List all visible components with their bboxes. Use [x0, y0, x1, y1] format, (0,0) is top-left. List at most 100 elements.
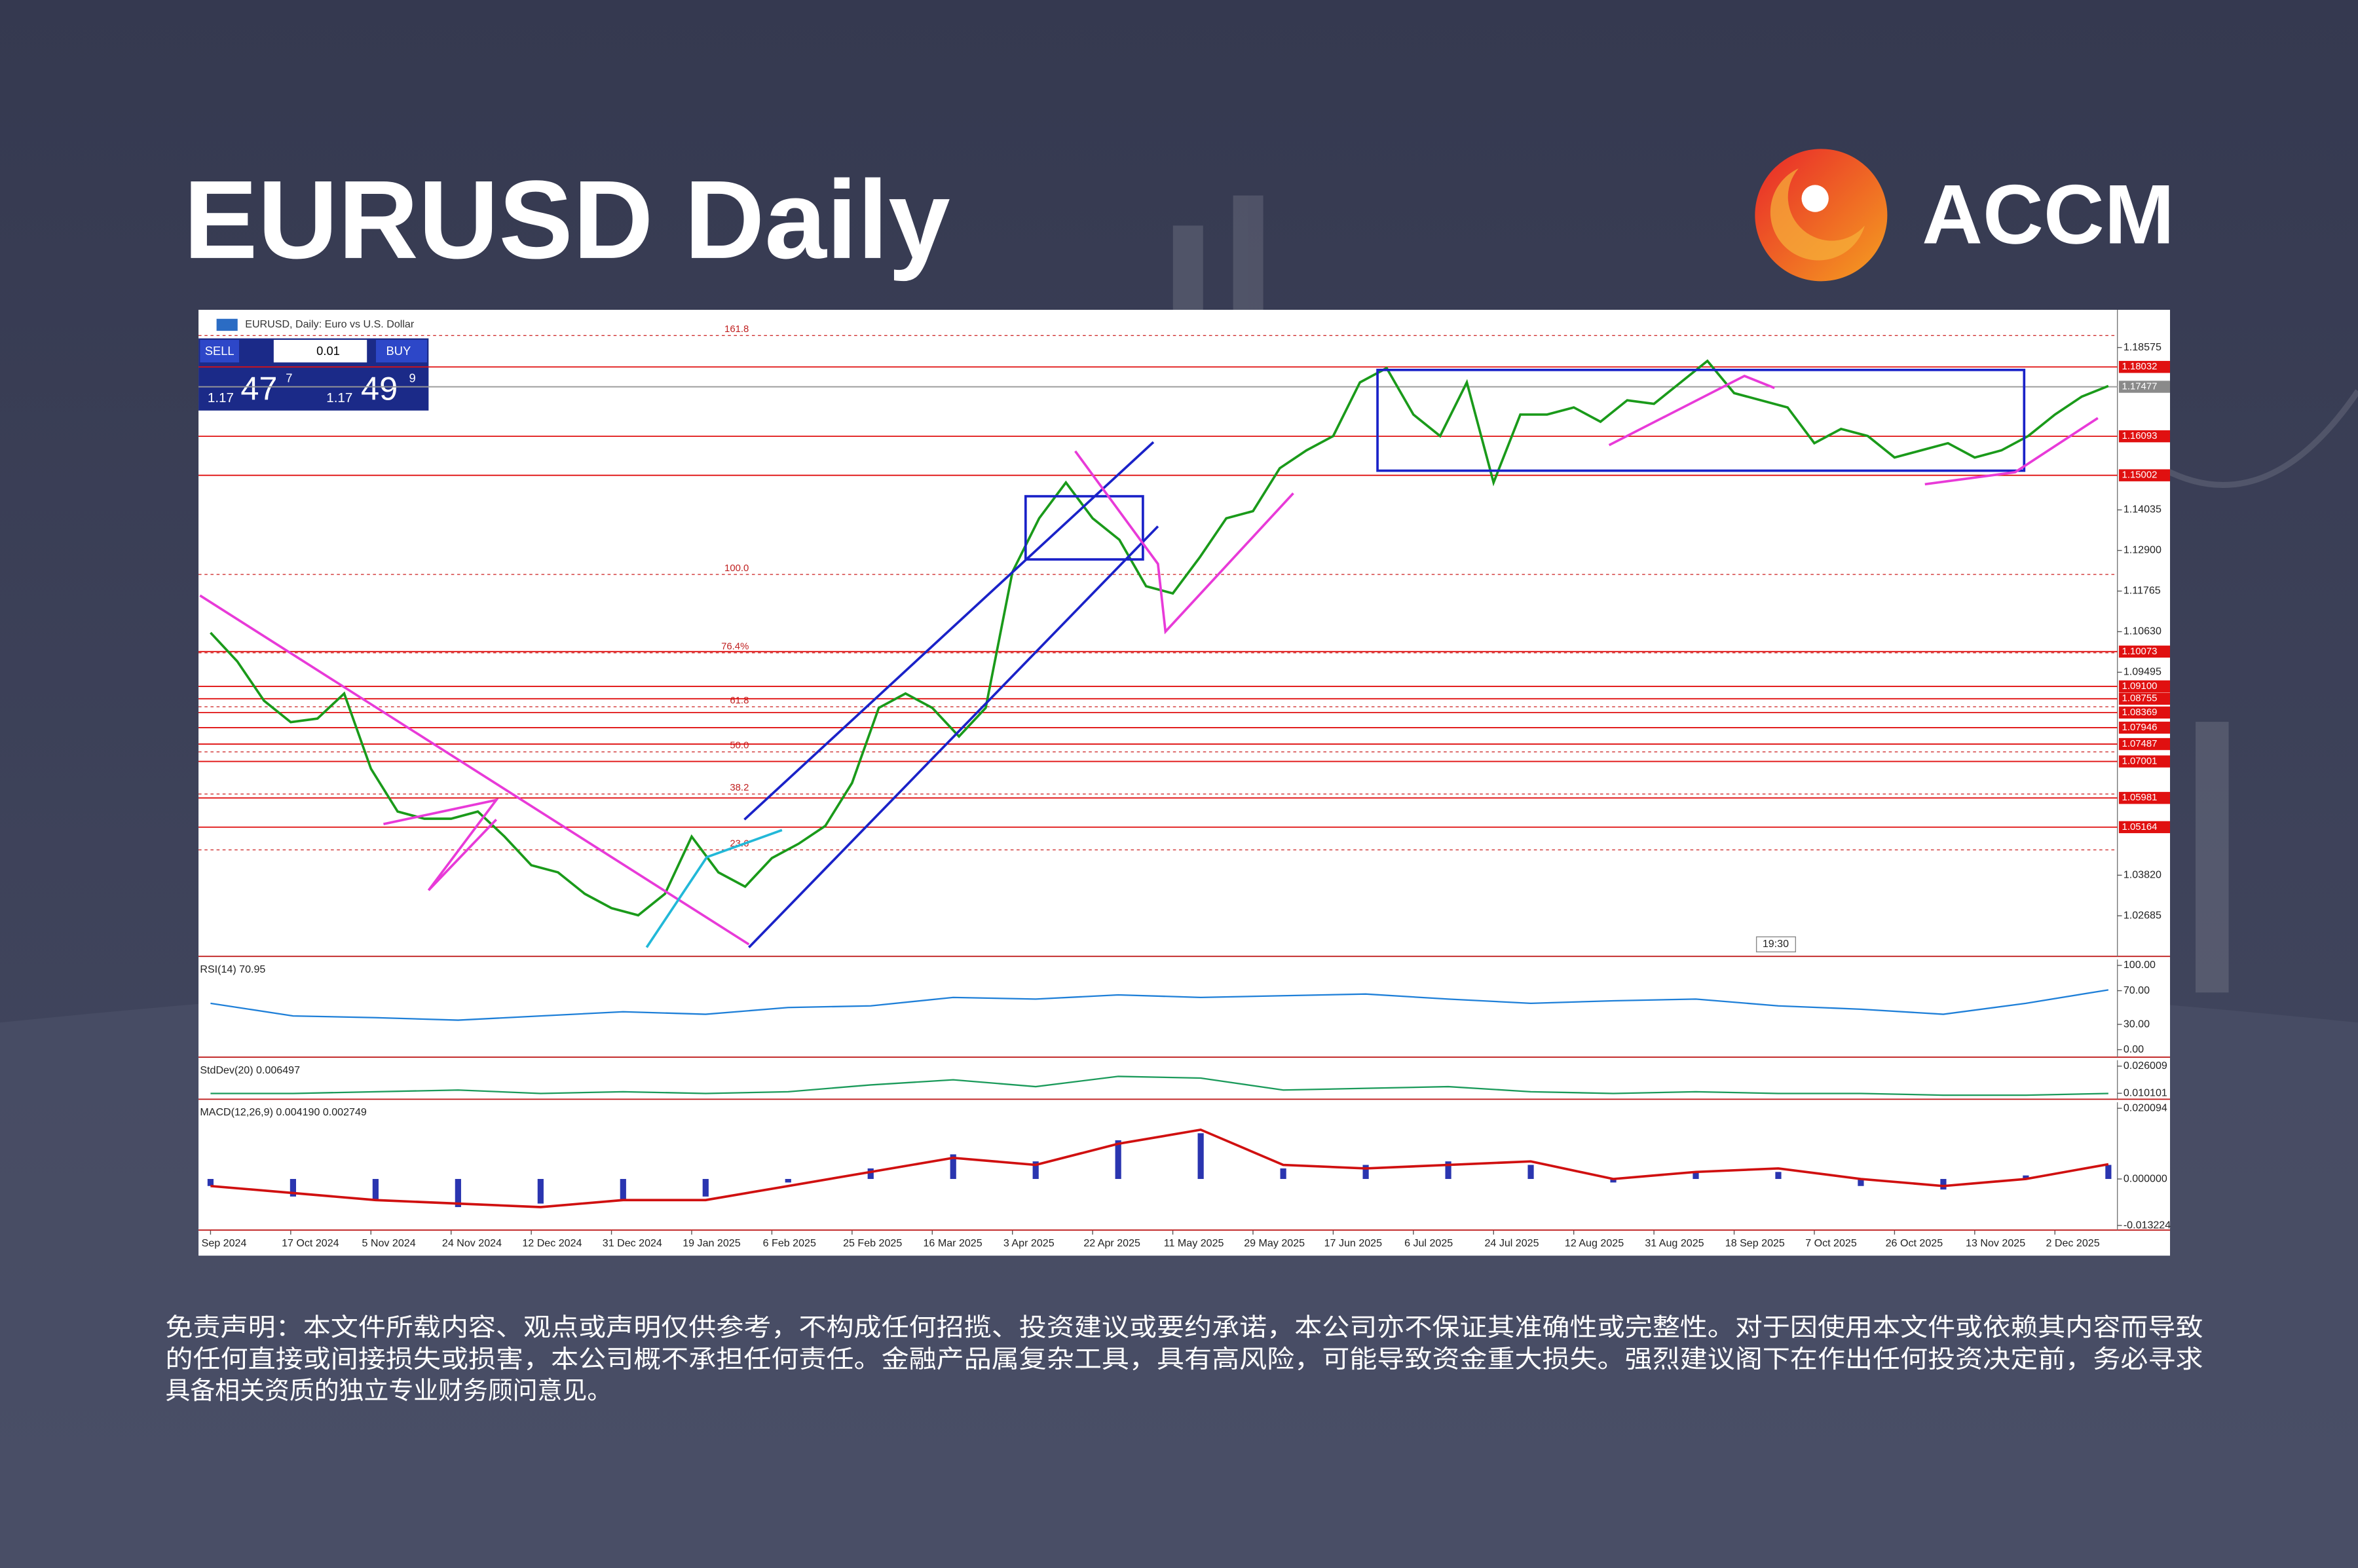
y-tick-label: 0.010101 [2124, 1087, 2167, 1098]
buy-button[interactable] [375, 339, 428, 363]
histogram-bar [207, 1179, 214, 1186]
y-tick-label: 1.12900 [2124, 544, 2162, 556]
x-tick-label: 12 Dec 2024 [522, 1237, 582, 1249]
level-label: 1.18032 [2122, 361, 2158, 372]
window-icon [216, 318, 238, 331]
buy-fraction: 9 [409, 371, 415, 384]
disclaimer-line: 的任何直接或间接损失或损害，本公司概不承担任何责任。金融产品属复杂工具，具有高风… [166, 1346, 2203, 1373]
histogram-bar [1693, 1172, 1699, 1180]
sell-button[interactable] [200, 339, 240, 363]
level-label: 1.07946 [2122, 722, 2158, 733]
histogram-bar [1280, 1168, 1286, 1180]
y-tick-label: 100.00 [2124, 959, 2156, 971]
x-tick-label: 18 Sep 2025 [1725, 1237, 1785, 1249]
level-tag [2118, 706, 2171, 719]
histogram-bar [537, 1179, 544, 1204]
x-tick-label: 17 Oct 2024 [282, 1237, 339, 1249]
x-tick-label: 24 Nov 2024 [442, 1237, 502, 1249]
y-tick-label: -0.013224 [2124, 1219, 2171, 1231]
chart-frame [198, 309, 2171, 1256]
level-label: 1.16093 [2122, 430, 2158, 441]
logo-text: ACCM [1922, 168, 2175, 261]
y-tick-label: 1.02685 [2124, 910, 2162, 922]
histogram-bar [1032, 1161, 1039, 1180]
fib-label: 50.0 [730, 740, 749, 751]
x-tick-label: 19 Jan 2025 [683, 1237, 740, 1249]
pattern [1608, 374, 1775, 447]
disclaimer-line: 免责声明：本文件所载内容、观点或声明仅供参考，不构成任何招揽、投资建议或要约承诺… [166, 1315, 2203, 1342]
pane-title: MACD(12,26,9) 0.004190 0.002749 [200, 1106, 367, 1118]
pane-title: StdDev(20) 0.006497 [200, 1064, 300, 1076]
histogram-bar [2023, 1175, 2029, 1180]
channel-line [748, 525, 1159, 948]
x-tick-label: Sep 2024 [202, 1237, 247, 1249]
histogram-bar [1940, 1179, 1947, 1190]
current-price-label: 1.17477 [2122, 381, 2158, 392]
y-tick-label: 1.03820 [2124, 869, 2162, 881]
level-label: 1.05164 [2122, 821, 2158, 832]
level-tag [2118, 430, 2171, 443]
y-tick-label: 0.000000 [2124, 1172, 2167, 1184]
x-tick-label: 16 Mar 2025 [923, 1237, 982, 1249]
range-box [1024, 495, 1144, 561]
level-label: 1.08369 [2122, 707, 2158, 718]
x-tick-label: 3 Apr 2025 [1003, 1237, 1055, 1249]
x-tick-label: 29 May 2025 [1244, 1237, 1305, 1249]
histogram-bar [1445, 1161, 1451, 1180]
x-tick-label: 6 Feb 2025 [763, 1237, 816, 1249]
decor-bar [2196, 722, 2229, 993]
level-tag [2118, 680, 2171, 693]
x-tick-label: 31 Aug 2025 [1645, 1237, 1704, 1249]
buy-prefix: 1.17 [326, 390, 352, 405]
series-line [210, 1075, 2108, 1096]
level-label: 1.07001 [2122, 756, 2158, 767]
x-tick-label: 22 Apr 2025 [1083, 1237, 1140, 1249]
y-tick-label: 30.00 [2124, 1018, 2150, 1030]
histogram-bar [2105, 1165, 2112, 1180]
decor-bar [1233, 195, 1263, 316]
level-label: 1.07487 [2122, 738, 2158, 749]
histogram-bar [785, 1179, 791, 1183]
level-label: 1.10073 [2122, 646, 2158, 657]
lot-field[interactable] [273, 339, 367, 363]
x-tick-label: 12 Aug 2025 [1565, 1237, 1624, 1249]
level-tag [2118, 692, 2171, 705]
logo-dot [1801, 185, 1829, 212]
histogram-bar [455, 1179, 461, 1207]
level-tag [2118, 721, 2171, 734]
disclaimer: 免责声明：本文件所载内容、观点或声明仅供参考，不构成任何招揽、投资建议或要约承诺… [166, 1315, 2203, 1405]
disclaimer-line: 具备相关资质的独立专业财务顾问意见。 [166, 1377, 612, 1405]
buy-pips: 49 [361, 369, 398, 407]
channel-line [743, 441, 1155, 821]
histogram-bar [1362, 1165, 1369, 1180]
level-tag [2118, 821, 2171, 834]
sell-fraction: 7 [286, 371, 292, 384]
level-tag [2118, 737, 2171, 751]
fib-label: 38.2 [730, 782, 749, 793]
x-tick-label: 5 Nov 2024 [362, 1237, 416, 1249]
window-title: EURUSD, Daily: Euro vs U.S. Dollar [245, 318, 415, 330]
fib-label: 100.0 [724, 563, 749, 574]
series-line [210, 359, 2109, 917]
sell-label[interactable]: SELL [205, 344, 234, 358]
pattern [383, 798, 500, 891]
y-tick-label: 0.026009 [2124, 1060, 2167, 1072]
lot-value[interactable]: 0.01 [316, 344, 340, 358]
x-tick-label: 25 Feb 2025 [843, 1237, 902, 1249]
histogram-bar [1197, 1133, 1204, 1180]
histogram-bar [1858, 1179, 1864, 1186]
buy-label[interactable]: BUY [386, 344, 411, 358]
x-tick-label: 31 Dec 2024 [603, 1237, 662, 1249]
x-tick-label: 2 Dec 2025 [2046, 1237, 2099, 1249]
chart-window: EURUSD, Daily: Euro vs U.S. Dollar SELL … [198, 309, 2171, 1256]
x-tick-label: 24 Jul 2025 [1484, 1237, 1539, 1249]
pattern [1074, 450, 1294, 635]
level-label: 1.09100 [2122, 681, 2158, 692]
drawings [199, 368, 2099, 948]
sell-prefix: 1.17 [208, 390, 234, 405]
y-tick-label: 70.00 [2124, 984, 2150, 996]
x-tick-label: 13 Nov 2025 [1966, 1237, 2025, 1249]
x-tick-label: 7 Oct 2025 [1805, 1237, 1857, 1249]
logo-swirl [1770, 168, 1865, 261]
